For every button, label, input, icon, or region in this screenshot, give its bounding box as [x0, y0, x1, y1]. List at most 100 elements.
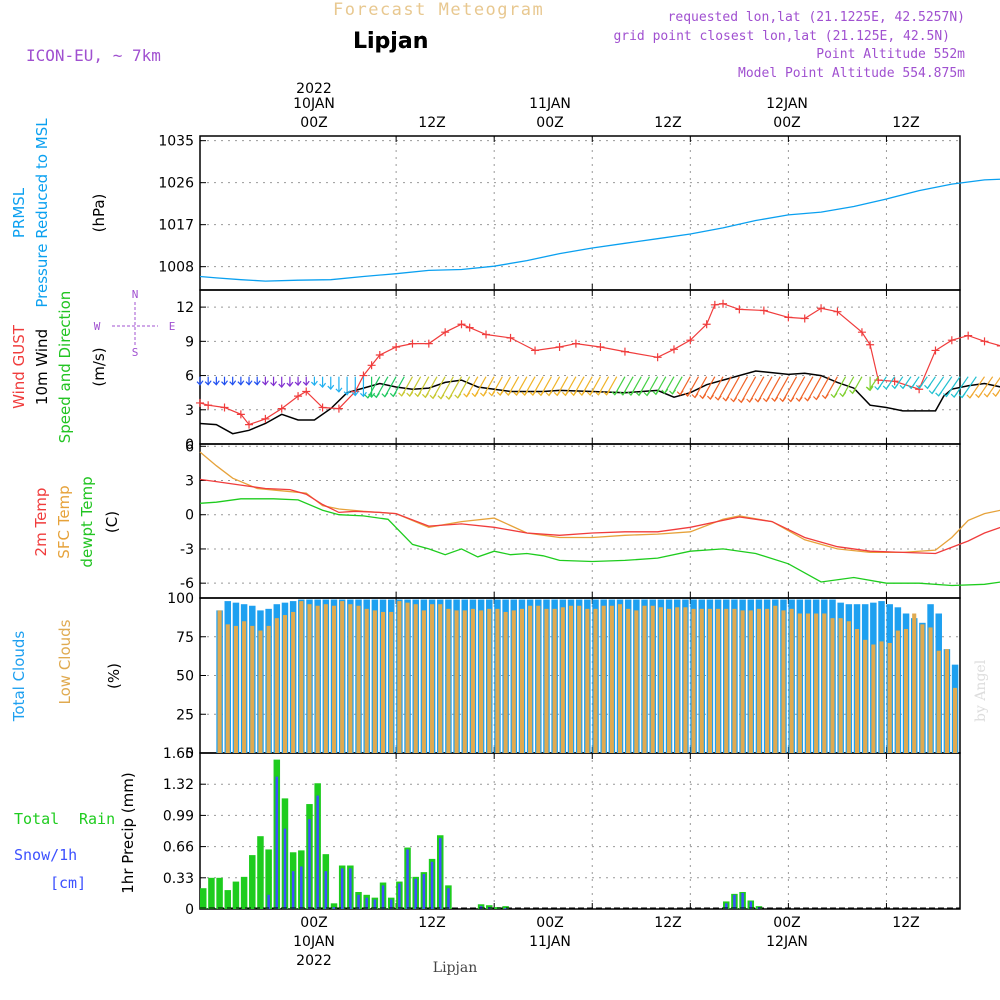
low-cloud-bar [683, 607, 688, 753]
low-cloud-bar [250, 625, 255, 753]
bottom-label-11jan: 11JAN [529, 934, 571, 950]
low-cloud-bar [944, 649, 949, 753]
wind-arrow-head [849, 388, 857, 395]
gust-marker [996, 345, 1000, 347]
low-cloud-bar [380, 611, 386, 753]
wind-arrow-head [611, 390, 619, 396]
low-cloud-bar [732, 608, 737, 753]
gust-marker [318, 403, 327, 412]
wind-arrow-head [261, 380, 269, 386]
wind-arrow-head [787, 397, 795, 403]
wind-direction-arrow [790, 376, 806, 402]
gust-marker [686, 336, 695, 345]
low-cloud-bar [887, 642, 892, 753]
wind-arrow-head [278, 382, 286, 389]
wind-arrow-head [899, 383, 907, 390]
wind-arrow-head [360, 391, 367, 398]
compass-n: N [132, 288, 139, 301]
gust-marker [800, 314, 809, 323]
low-cloud-bar [536, 605, 541, 753]
wind-arrow-head [335, 387, 343, 393]
low-cloud-bar [650, 605, 655, 753]
gust-marker [669, 345, 678, 354]
wind-arrow-head [874, 385, 882, 391]
wind-arrow-head [302, 380, 310, 387]
rain-bar [265, 849, 272, 909]
gust-marker [710, 300, 719, 309]
wind-arrow-head [882, 384, 890, 390]
low-cloud-bar [724, 608, 729, 753]
low-cloud-bar [340, 601, 345, 753]
wind-arrow-head [935, 391, 943, 397]
total-rain-word-2: Rain [79, 810, 115, 828]
wind-arrow-head [253, 380, 261, 386]
snow-bar [406, 849, 409, 909]
low-cloud-bar [773, 605, 778, 753]
gust-marker [784, 313, 793, 322]
low-cloud-bar [634, 610, 639, 753]
wind-arrow-head [691, 393, 699, 399]
gust-label: Wind GUST [10, 324, 28, 409]
low-cloud-bar [413, 604, 418, 753]
gust-marker [302, 387, 311, 396]
wind-arrow-head [327, 384, 335, 391]
low-cloud-bar [928, 627, 933, 753]
gust-marker [596, 343, 605, 352]
gust-marker [441, 328, 450, 337]
wind-arrow-head [603, 390, 611, 396]
bottom-label-12z-3: 12Z [892, 915, 919, 931]
y-tick-label: 25 [176, 707, 194, 723]
gust-marker [964, 331, 973, 340]
wind-arrow-head [699, 393, 707, 400]
low-cloud-bar [544, 608, 549, 753]
wind-arrow-head [343, 390, 351, 396]
wind-arrow-head [865, 385, 873, 391]
gust-series-line [199, 303, 1000, 426]
wind-arrow-head [553, 391, 561, 397]
totalcloud-label: Total Clouds [10, 631, 28, 723]
wind-direction-arrow [782, 376, 798, 402]
top-label-11jan: 11JAN [529, 96, 571, 112]
gust-marker [980, 337, 989, 346]
temp2m-series-line [199, 478, 1000, 555]
top-label-12z-3: 12Z [892, 115, 919, 131]
gust-marker [857, 328, 866, 337]
y-tick-label: 6 [185, 439, 194, 455]
wind-arrow-head [204, 380, 212, 386]
snow-bar [316, 795, 319, 909]
low-cloud-bar [421, 610, 426, 753]
low-cloud-bar [372, 610, 377, 753]
rain-bar [216, 877, 223, 909]
pressure-unit: (hPa) [90, 194, 108, 233]
gust-marker [915, 385, 924, 394]
bottom-label-00z-1: 00Z [300, 915, 327, 931]
wind-arrow-head [488, 391, 496, 397]
compass-s: S [132, 346, 139, 359]
snow-bar [389, 899, 393, 909]
y-tick-label: 6 [185, 369, 194, 385]
wind-arrow-head [746, 397, 754, 403]
top-label-12z-2: 12Z [654, 115, 681, 131]
low-cloud-bar [846, 621, 851, 753]
snow-bar [340, 868, 344, 909]
sfctemp-label: SFC Temp [55, 485, 73, 558]
wind-arrow-head [706, 394, 714, 401]
model-label: ICON-EU, ~ 7km [26, 46, 161, 65]
gust-marker [702, 320, 711, 329]
snow-bar [733, 894, 736, 909]
low-cloud-bar [854, 629, 860, 753]
wind-arrow-head [821, 393, 829, 400]
snow-unit: [cm] [50, 874, 86, 892]
low-cloud-bar [830, 618, 835, 753]
gust-marker [931, 346, 940, 355]
wind-arrow-head [398, 391, 406, 397]
wind-arrow-head [722, 396, 730, 402]
low-cloud-bar [903, 629, 909, 753]
wind-arrow-head [364, 393, 372, 399]
compass-e: E [169, 320, 176, 333]
lowcloud-label: Low Clouds [56, 619, 74, 704]
wind-arrow-head [429, 393, 437, 400]
temp2m-label: 2m Temp [32, 488, 50, 557]
y-tick-label: 100 [167, 591, 194, 607]
